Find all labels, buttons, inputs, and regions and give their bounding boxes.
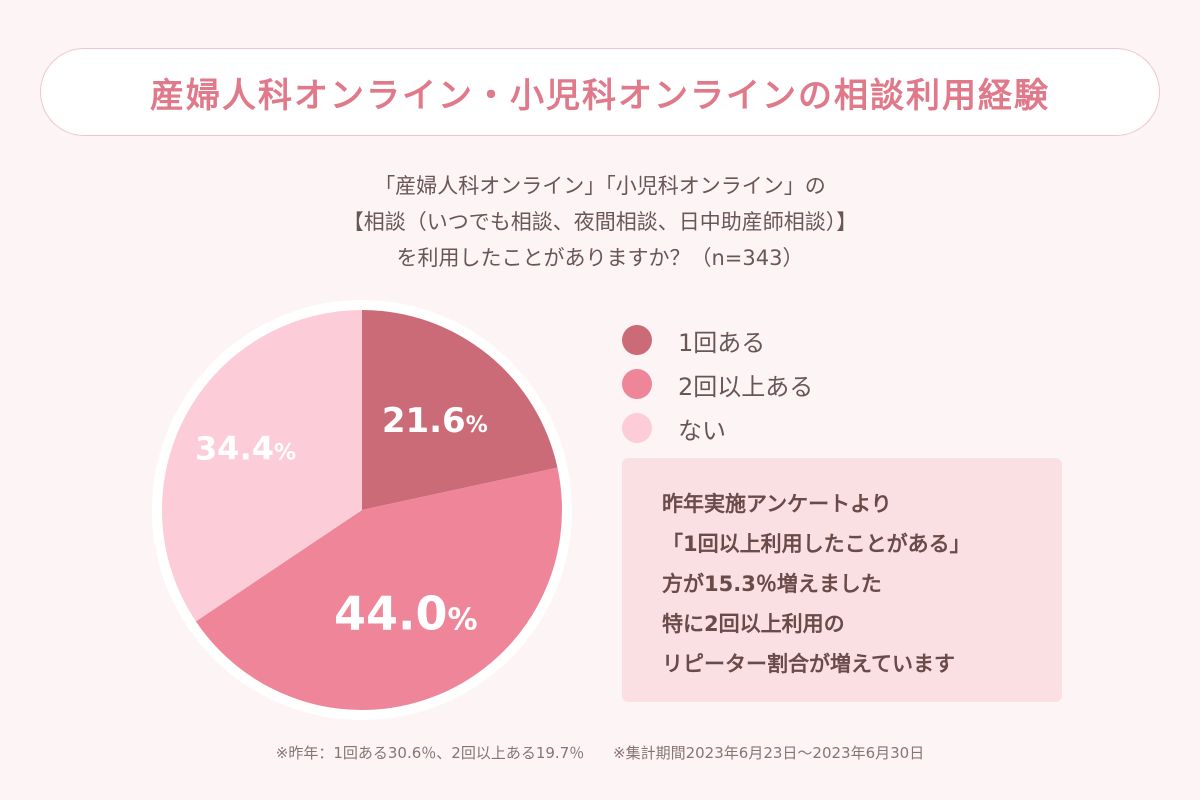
- pie-slice-none: [162, 310, 362, 622]
- question-line-1: 「産婦人科オンライン」「小児科オンライン」の: [374, 174, 826, 198]
- pie-label-twice-or-more: 44.0%: [334, 587, 478, 641]
- legend-label-none: ない: [678, 416, 726, 445]
- legend-swatch-once: [622, 325, 652, 355]
- title-banner: 産婦人科オンライン・小児科オンラインの相談利用経験: [40, 48, 1160, 136]
- legend-swatch-none: [622, 413, 652, 443]
- legend-swatch-twice-or-more: [622, 369, 652, 399]
- note-line-3: 方が15.3％増えました: [662, 572, 882, 596]
- question-line-2: 【相談（いつでも相談、夜間相談、日中助産師相談）】: [342, 210, 858, 234]
- legend-label-once: 1回ある: [678, 328, 766, 357]
- pie-label-once: 21.6%: [382, 401, 488, 441]
- comparison-note: 昨年実施アンケートより 「1回以上利用したことがある」 方が15.3％増えました…: [622, 458, 1062, 702]
- note-line-2: 「1回以上利用したことがある」: [662, 532, 971, 556]
- question-line-3: を利用したことがありますか？（n=343）: [396, 246, 804, 270]
- legend-item-twice-or-more: 2回以上ある: [622, 362, 813, 406]
- note-line-5: リピーター割合が増えています: [662, 652, 955, 676]
- page-title: 産婦人科オンライン・小児科オンラインの相談利用経験: [150, 75, 1050, 116]
- pie-label-none: 34.4%: [195, 429, 296, 467]
- legend-item-none: ない: [622, 406, 813, 450]
- chart-legend: 1回ある 2回以上ある ない: [622, 318, 813, 450]
- footnote-last-year: ※昨年：1回ある30.6％、2回以上ある19.7％: [275, 744, 585, 762]
- survey-question: 「産婦人科オンライン」「小児科オンライン」の 【相談（いつでも相談、夜間相談、日…: [0, 168, 1200, 276]
- legend-item-once: 1回ある: [622, 318, 813, 362]
- footnote: ※昨年：1回ある30.6％、2回以上ある19.7％ ※集計期間2023年6月23…: [0, 742, 1200, 763]
- pie-chart: 21.6% 44.0% 34.4%: [152, 300, 572, 720]
- note-line-4: 特に2回以上利用の: [662, 612, 845, 636]
- pie-slice-once: [362, 310, 558, 510]
- pie-slice-twice-or-more: [195, 467, 562, 710]
- note-line-1: 昨年実施アンケートより: [662, 492, 892, 516]
- footnote-period: ※集計期間2023年6月23日〜2023年6月30日: [613, 744, 925, 762]
- legend-label-twice-or-more: 2回以上ある: [678, 372, 814, 401]
